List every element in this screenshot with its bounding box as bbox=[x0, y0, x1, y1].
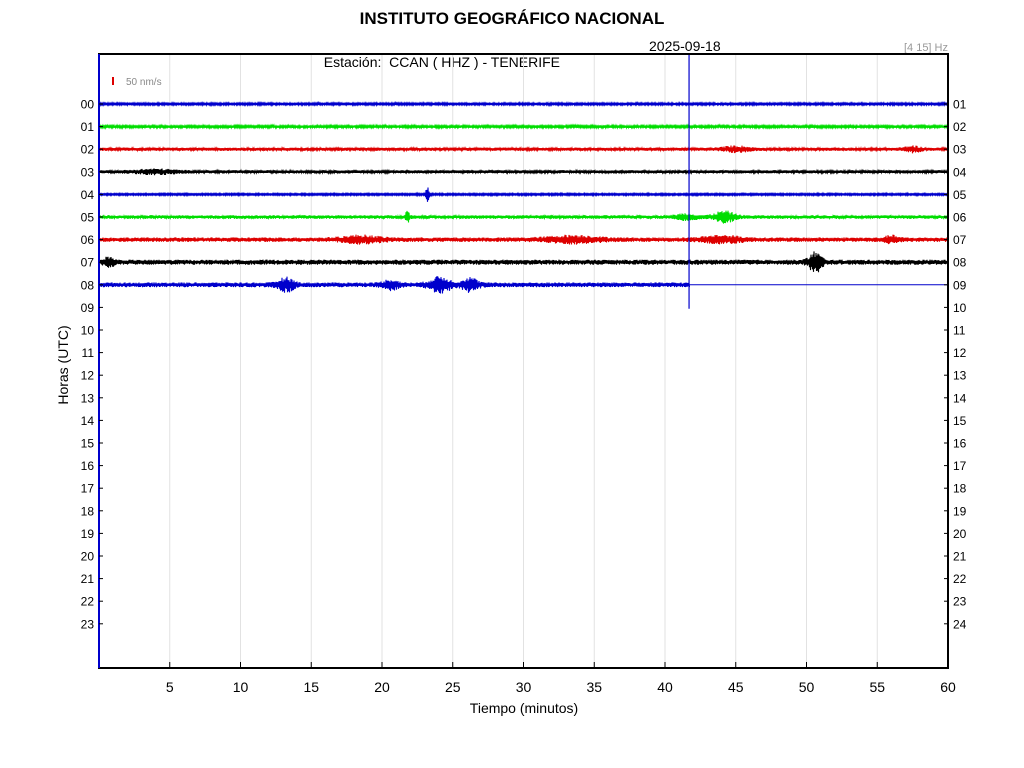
y-tick-label-left: 20 bbox=[81, 550, 95, 564]
y-tick-label-right: 22 bbox=[953, 572, 967, 586]
x-tick-label: 50 bbox=[799, 679, 815, 695]
y-tick-label-right: 06 bbox=[953, 211, 967, 225]
y-tick-label-right: 07 bbox=[953, 233, 967, 247]
y-tick-label-left: 02 bbox=[81, 143, 95, 157]
x-tick-label: 35 bbox=[586, 679, 602, 695]
y-tick-label-left: 04 bbox=[81, 188, 95, 202]
y-tick-label-right: 21 bbox=[953, 550, 967, 564]
y-tick-label-left: 00 bbox=[81, 98, 95, 112]
date-label: 2025-09-18 bbox=[649, 38, 721, 54]
y-tick-label-right: 14 bbox=[953, 391, 967, 405]
y-tick-label-right: 19 bbox=[953, 504, 967, 518]
y-tick-label-right: 15 bbox=[953, 414, 967, 428]
y-tick-label-right: 05 bbox=[953, 188, 967, 202]
y-tick-label-right: 18 bbox=[953, 482, 967, 496]
y-tick-label-right: 12 bbox=[953, 346, 967, 360]
x-tick-label: 10 bbox=[233, 679, 249, 695]
y-tick-label-right: 10 bbox=[953, 301, 967, 315]
y-tick-label-right: 03 bbox=[953, 143, 967, 157]
y-tick-label-left: 16 bbox=[81, 459, 95, 473]
y-tick-label-right: 16 bbox=[953, 437, 967, 451]
y-tick-label-left: 23 bbox=[81, 617, 95, 631]
y-tick-label-left: 12 bbox=[81, 369, 95, 383]
y-tick-label-left: 10 bbox=[81, 324, 95, 338]
y-tick-label-left: 11 bbox=[82, 346, 95, 360]
x-tick-label: 15 bbox=[303, 679, 319, 695]
y-tick-label-right: 08 bbox=[953, 256, 967, 270]
y-tick-label-right: 04 bbox=[953, 165, 967, 179]
y-tick-label-right: 11 bbox=[953, 324, 966, 338]
station-name: CCAN ( HHZ ) - TENERIFE bbox=[389, 54, 561, 70]
x-tick-label: 55 bbox=[869, 679, 885, 695]
y-tick-label-right: 17 bbox=[953, 459, 967, 473]
seismic-trace-08 bbox=[98, 275, 691, 294]
y-tick-label-left: 18 bbox=[81, 504, 95, 518]
y-tick-label-left: 01 bbox=[81, 120, 95, 134]
y-tick-label-right: 20 bbox=[953, 527, 967, 541]
y-tick-label-left: 21 bbox=[81, 572, 95, 586]
x-axis-label: Tiempo (minutos) bbox=[469, 700, 579, 716]
x-tick-label: 60 bbox=[940, 679, 956, 695]
y-tick-label-left: 15 bbox=[81, 437, 95, 451]
x-tick-label: 5 bbox=[166, 679, 174, 695]
y-tick-label-left: 19 bbox=[81, 527, 95, 541]
filter-band-label: [4 15] Hz bbox=[903, 42, 948, 54]
y-tick-label-left: 14 bbox=[81, 414, 95, 428]
y-tick-label-left: 07 bbox=[81, 256, 95, 270]
y-tick-label-right: 24 bbox=[953, 617, 967, 631]
y-tick-label-left: 08 bbox=[81, 278, 95, 292]
y-tick-label-right: 02 bbox=[953, 120, 967, 134]
y-tick-label-left: 09 bbox=[81, 301, 95, 315]
x-tick-label: 45 bbox=[728, 679, 744, 695]
y-tick-label-left: 03 bbox=[81, 165, 95, 179]
station-prefix: Estación: bbox=[323, 54, 382, 70]
y-axis-label: Horas (UTC) bbox=[55, 325, 71, 405]
x-tick-label: 25 bbox=[445, 679, 461, 695]
station-label: Estación: CCAN ( HHZ ) - TENERIFE bbox=[316, 38, 560, 70]
y-tick-label-right: 01 bbox=[953, 98, 967, 112]
x-tick-label: 20 bbox=[374, 679, 390, 695]
y-tick-label-left: 22 bbox=[81, 595, 95, 609]
y-tick-label-left: 05 bbox=[81, 211, 95, 225]
chart-title: INSTITUTO GEOGRÁFICO NACIONAL bbox=[359, 9, 665, 28]
y-tick-label-left: 17 bbox=[81, 482, 95, 496]
x-tick-label: 30 bbox=[516, 679, 532, 695]
y-tick-label-right: 09 bbox=[953, 278, 967, 292]
y-tick-label-right: 23 bbox=[953, 595, 967, 609]
y-tick-label-right: 13 bbox=[953, 369, 967, 383]
x-tick-label: 40 bbox=[657, 679, 673, 695]
scale-bar-label: 50 nm/s bbox=[126, 77, 162, 88]
y-tick-label-left: 13 bbox=[81, 391, 95, 405]
y-tick-label-left: 06 bbox=[81, 233, 95, 247]
